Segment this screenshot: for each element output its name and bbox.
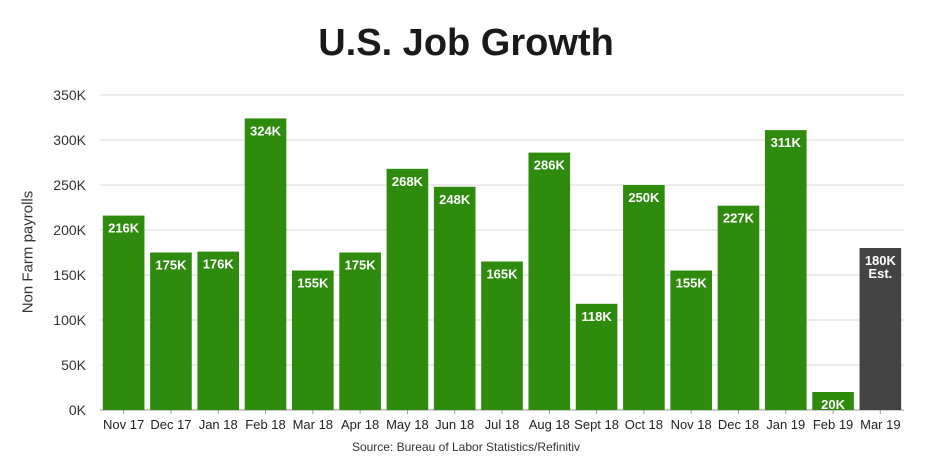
bar: [670, 270, 712, 410]
bar-estimate-label: Est.: [868, 266, 892, 281]
bar: [623, 185, 665, 410]
y-tick-label: 200K: [53, 222, 86, 238]
bar: [386, 168, 429, 410]
bar-value-label: 216K: [108, 221, 140, 236]
bar: [433, 186, 476, 410]
bar: [528, 152, 571, 410]
bar: [102, 215, 145, 410]
bar-value-label: 250K: [628, 190, 660, 205]
bar: [859, 248, 902, 410]
bar-value-label: 175K: [345, 258, 377, 273]
y-tick-label: 50K: [61, 357, 87, 373]
bar-value-label: 118K: [581, 309, 612, 324]
bar: [764, 130, 807, 410]
bar: [150, 252, 192, 410]
bar-value-label: 176K: [203, 257, 235, 272]
y-tick-label: 100K: [53, 312, 86, 328]
bar-value-label: 286K: [534, 158, 566, 173]
bar-value-label: 248K: [439, 192, 471, 207]
source-note: Source: Bureau of Labor Statistics/Refin…: [351, 440, 581, 454]
bar-value-label: 311K: [771, 135, 802, 150]
bar-value-label: 20K: [821, 397, 845, 412]
x-category-label: Dec 17: [150, 417, 191, 432]
bar-value-label: 268K: [392, 174, 424, 189]
x-category-label: Feb 19: [813, 417, 853, 432]
bar-value-label: 175K: [155, 258, 187, 273]
x-category-label: Jul 18: [485, 417, 520, 432]
y-tick-label: 300K: [53, 132, 86, 148]
y-tick-label: 250K: [53, 177, 86, 193]
bar: [339, 252, 381, 410]
bar-value-label: 155K: [676, 276, 708, 291]
x-category-label: Apr 18: [341, 417, 379, 432]
bar-value-label: 324K: [250, 123, 282, 138]
y-tick-label: 0K: [69, 402, 87, 418]
x-category-label: Jan 19: [766, 417, 805, 432]
x-category-label: Nov 18: [671, 417, 712, 432]
x-category-label: Feb 18: [245, 417, 285, 432]
bar-value-label: 155K: [297, 276, 329, 291]
bar: [197, 251, 240, 410]
x-category-label: Mar 18: [293, 417, 333, 432]
bar-value-label: 165K: [486, 267, 518, 282]
x-category-label: Jan 18: [199, 417, 238, 432]
x-category-label: Sept 18: [574, 417, 619, 432]
x-category-label: Mar 19: [860, 417, 900, 432]
y-tick-label: 350K: [53, 87, 86, 103]
bar-value-label: 227K: [723, 211, 755, 226]
bar: [812, 392, 854, 410]
x-category-label: Nov 17: [103, 417, 144, 432]
x-category-label: Dec 18: [718, 417, 759, 432]
x-category-label: Aug 18: [529, 417, 570, 432]
x-category-label: Jun 18: [435, 417, 474, 432]
x-category-label: May 18: [386, 417, 429, 432]
bar: [717, 205, 760, 410]
bar: [575, 303, 618, 410]
chart-title: U.S. Job Growth: [318, 22, 614, 64]
x-category-label: Oct 18: [625, 417, 663, 432]
y-tick-label: 150K: [53, 267, 86, 283]
bar-value-label: 180K: [865, 253, 897, 268]
bar: [244, 118, 287, 411]
bar: [292, 270, 334, 410]
bar: [481, 261, 523, 410]
